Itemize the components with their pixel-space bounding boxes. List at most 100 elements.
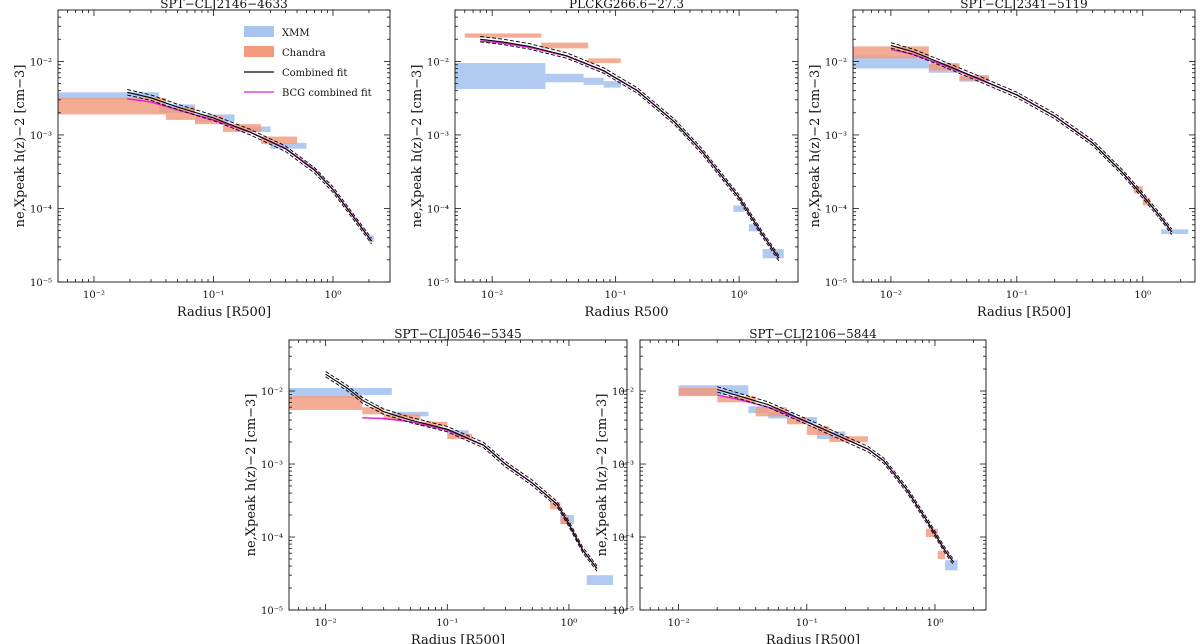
combined-fit-lower <box>127 94 372 245</box>
y-tick-label: 10⁻² <box>261 387 283 398</box>
xmm-bin <box>362 387 392 396</box>
chandra-bin <box>806 426 830 435</box>
panel-spt-clj0546: 10⁻² 10⁻¹ 10⁰ 10⁻⁵ 10⁻⁴ 10⁻³ 10⁻² SPT−CLJ0546−5… <box>244 327 628 644</box>
panel-spt-clj2106: 10⁻² 10⁻¹ 10⁰ 10⁻⁵ 10⁻⁴ 10⁻³ 10⁻² SPT−CLJ2106−5… <box>595 327 987 644</box>
x-tick-label: 10⁻² <box>668 618 690 629</box>
plot-frame <box>639 339 987 611</box>
xmm-bin <box>545 73 584 83</box>
plot-area <box>58 89 374 245</box>
combined-fit-lower <box>325 376 598 572</box>
panel-title: SPT−CLJ2106−5844 <box>749 327 877 341</box>
chandra-bin <box>447 433 473 440</box>
bcg-fit-line <box>890 48 1173 233</box>
plot-area <box>678 385 958 571</box>
x-tick-label: 10⁻² <box>481 290 503 301</box>
chandra-bin <box>925 528 938 538</box>
y-axis-label: ne,Xpeak h(z)−2 [cm−3] <box>808 65 823 228</box>
chandra-bin <box>289 396 363 410</box>
chandra-bin <box>829 436 868 443</box>
x-tick-label: 10⁰ <box>927 618 944 629</box>
y-tick-label: 10⁻² <box>30 57 52 68</box>
x-tick-label: 10⁰ <box>731 290 748 301</box>
chandra-bin <box>464 33 542 38</box>
xmm-bin <box>1161 229 1189 234</box>
y-tick-label: 10⁻³ <box>825 131 847 142</box>
xmm-bin <box>289 387 363 399</box>
y-tick-label: 10⁻⁵ <box>30 278 52 289</box>
chandra-legend-label: Chandra <box>282 48 326 59</box>
x-tick-label: 10⁻¹ <box>605 290 627 301</box>
x-tick-label: 10⁻¹ <box>436 618 458 629</box>
bcg-fit-line <box>717 394 955 563</box>
chandra-bin <box>1142 197 1151 206</box>
ticks <box>57 9 391 283</box>
xmm-bin <box>391 411 429 417</box>
combined-fit-line <box>890 44 1173 233</box>
y-tick-label: 10⁻⁴ <box>261 533 283 544</box>
y-tick-label: 10⁻² <box>612 387 634 398</box>
chandra-bin <box>362 407 384 415</box>
chandra-bin <box>560 516 569 525</box>
chandra-bin <box>853 46 929 59</box>
legend: XMM Chandra Combined fit BCG combined fit <box>244 26 372 99</box>
x-tick-label: 10⁻² <box>315 618 337 629</box>
panel-plckg266: 10⁻² 10⁻¹ 10⁰ 10⁻⁵ 10⁻⁴ 10⁻³ 10⁻² PLCKG266.6−27… <box>410 0 799 320</box>
ticks <box>639 339 986 611</box>
xmm-bin <box>586 575 613 586</box>
xmm-legend-swatch <box>244 26 274 37</box>
y-tick-label: 10⁻³ <box>30 131 52 142</box>
x-tick-label: 10⁻¹ <box>1006 290 1028 301</box>
x-axis-label: Radius [R500] <box>177 305 271 320</box>
plot-area <box>455 33 784 262</box>
plot-area <box>289 371 613 586</box>
xmm-bin <box>455 63 546 90</box>
xmm-bin <box>945 560 958 571</box>
y-axis-label: ne,Xpeak h(z)−2 [cm−3] <box>410 65 425 228</box>
chandra-bin <box>194 116 223 125</box>
plot-frame <box>57 9 391 283</box>
panel-spt-clj2341: 10⁻² 10⁻¹ 10⁰ 10⁻⁵ 10⁻⁴ 10⁻³ 10⁻² SPT−CLJ2341−5… <box>808 0 1196 320</box>
x-tick-label: 10⁻² <box>880 290 902 301</box>
chandra-bin <box>222 124 262 132</box>
ticks <box>288 339 628 611</box>
panel-title: PLCKG266.6−27.3 <box>569 0 684 11</box>
chandra-bin <box>541 42 589 49</box>
xmm-bin <box>368 235 374 242</box>
combined-fit-upper <box>717 386 955 560</box>
xmm-legend-label: XMM <box>282 28 310 39</box>
y-tick-label: 10⁻² <box>427 57 449 68</box>
chandra-bin <box>58 97 166 115</box>
chandra-bin <box>786 417 807 425</box>
bcg-legend-label: BCG combined fit <box>282 88 372 99</box>
ticks <box>454 9 799 283</box>
y-tick-label: 10⁻³ <box>612 460 634 471</box>
y-tick-label: 10⁻⁵ <box>825 278 847 289</box>
combined-fit-lower <box>890 47 1173 235</box>
combined-fit-line <box>325 373 598 569</box>
chandra-bin <box>261 136 298 145</box>
y-tick-label: 10⁻⁵ <box>427 278 449 289</box>
xmm-bin <box>748 224 760 232</box>
plot-frame <box>288 339 628 611</box>
combined-fit-line <box>480 38 780 259</box>
xmm-bin <box>270 142 307 149</box>
combined-fit-lower <box>717 391 955 566</box>
combined-fit-upper <box>890 42 1173 230</box>
plot-area <box>853 42 1189 235</box>
ticks <box>852 9 1195 283</box>
y-tick-label: 10⁻² <box>825 57 847 68</box>
x-tick-label: 10⁰ <box>1134 290 1151 301</box>
x-axis-label: Radius R500 <box>584 305 668 320</box>
x-tick-label: 10⁻¹ <box>202 290 224 301</box>
y-axis-label: ne,Xpeak h(z)−2 [cm−3] <box>244 394 259 557</box>
panel-title: SPT−CLJ2146−4633 <box>160 0 287 11</box>
x-axis-label: Radius [R500] <box>977 305 1071 320</box>
chandra-bin <box>588 58 621 64</box>
chandra-bin <box>678 387 718 397</box>
x-tick-label: 10⁻² <box>83 290 105 301</box>
xmm-bin <box>58 92 159 100</box>
plot-frame <box>454 9 799 283</box>
y-tick-label: 10⁻³ <box>261 460 283 471</box>
xmm-bin <box>447 430 469 435</box>
xmm-bin <box>853 55 929 69</box>
